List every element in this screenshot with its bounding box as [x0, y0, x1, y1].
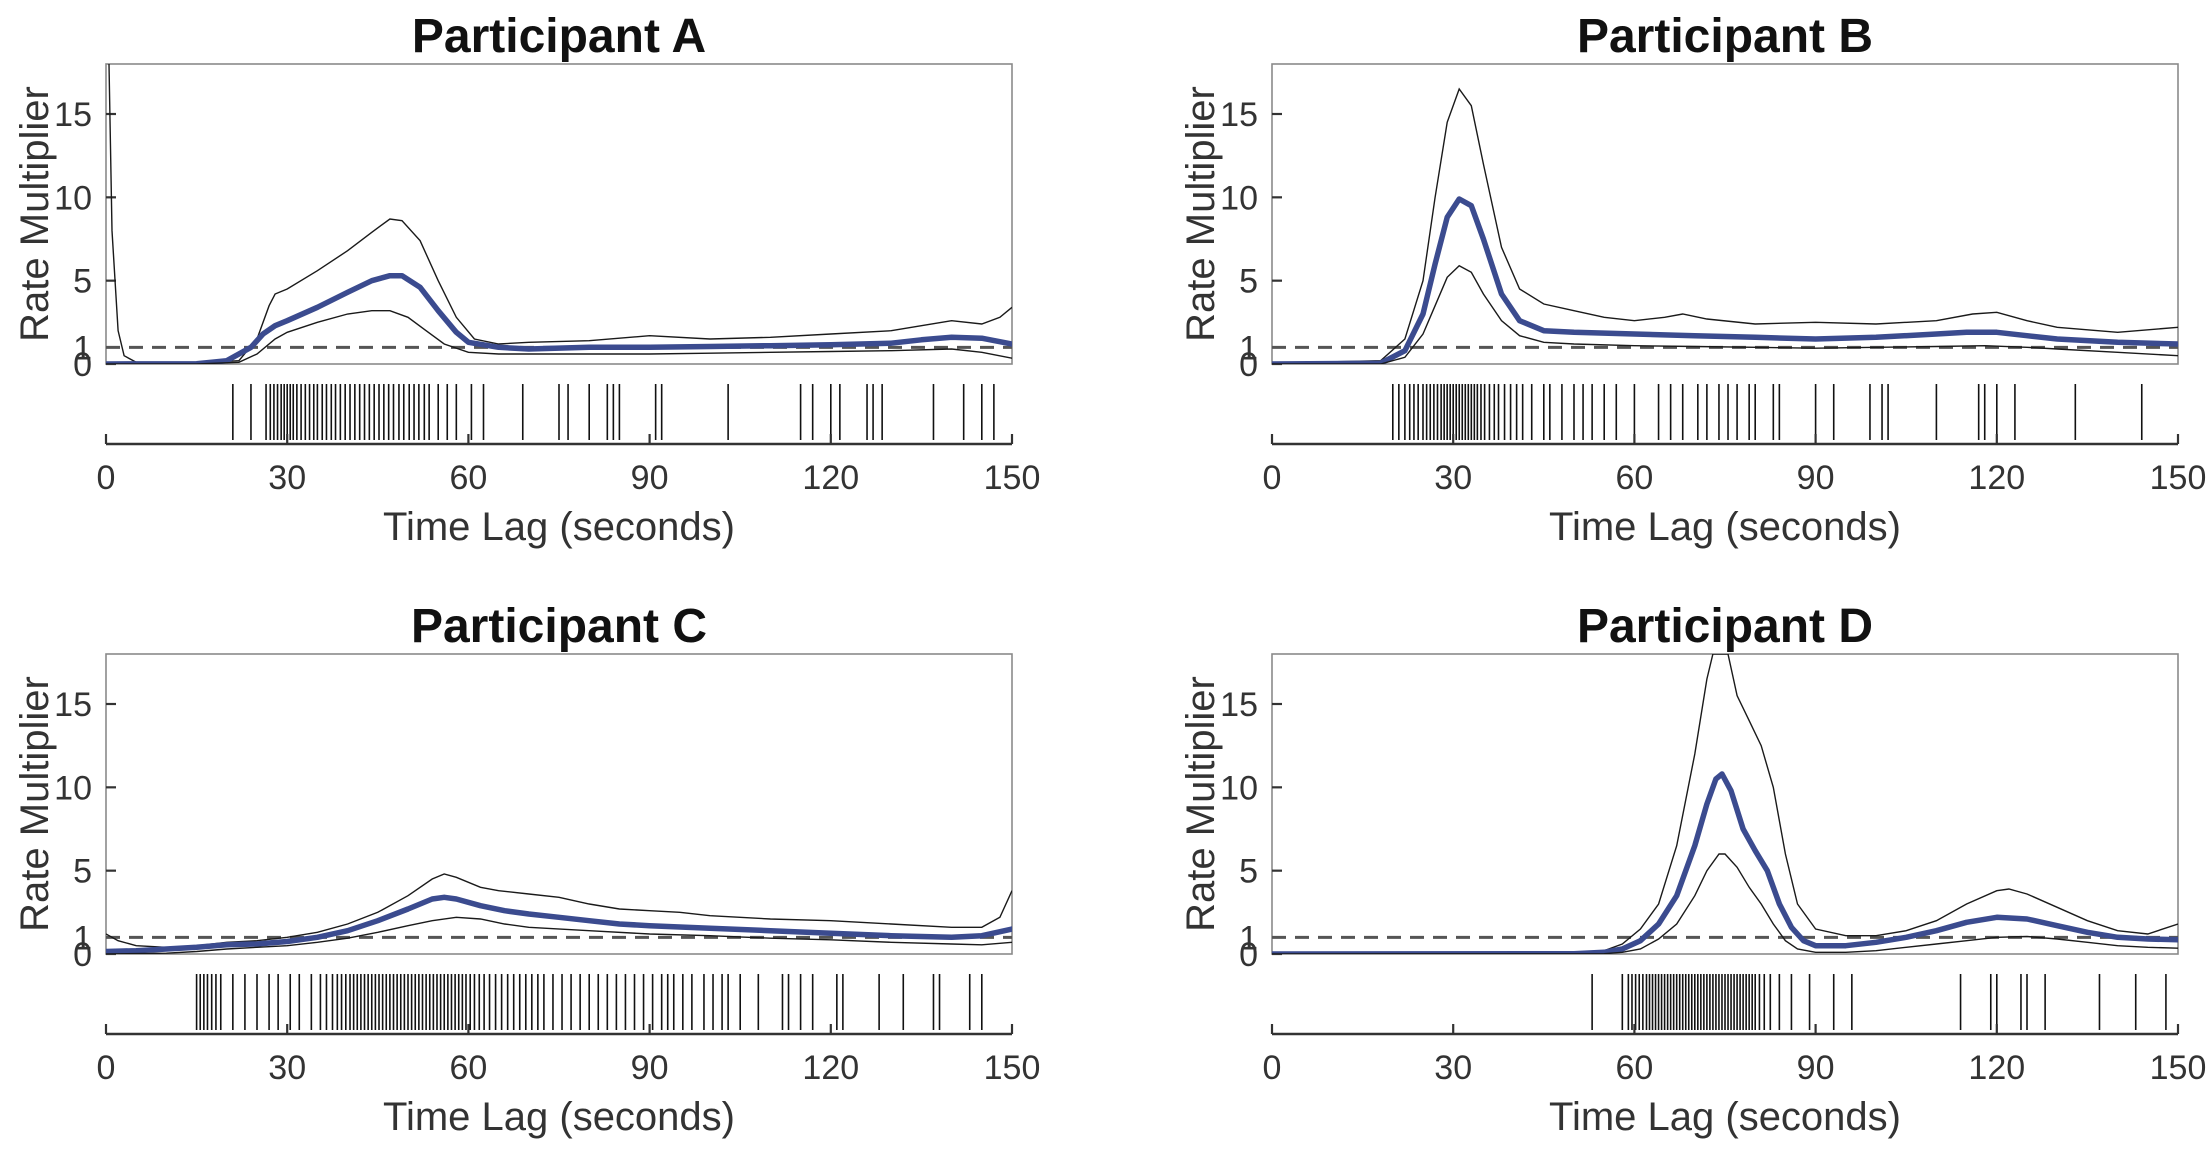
x-tick-label: 30: [268, 1049, 306, 1087]
y-tick-label: 5: [1239, 853, 1258, 891]
plot-frame: [105, 63, 1013, 365]
chart-title: Participant D: [1577, 600, 1873, 653]
plot-frame: [105, 653, 1013, 955]
plot-frame: [1271, 653, 2179, 955]
x-tick-label: 60: [449, 459, 487, 497]
y-tick-label: 5: [73, 853, 92, 891]
y-tick-label: 1: [1239, 919, 1258, 957]
mean-curve: [1272, 771, 2178, 954]
y-tick-label: 0: [73, 346, 92, 384]
upper-ci-curve: [1272, 87, 2178, 364]
x-tick-label: 90: [1797, 1049, 1835, 1087]
x-tick-label: 0: [1263, 1049, 1282, 1087]
x-tick-label: 90: [631, 459, 669, 497]
mean-curve: [1272, 196, 2178, 364]
upper-ci-curve: [1272, 654, 2178, 954]
x-tick-label: 150: [2150, 1049, 2207, 1087]
chart-title: Participant C: [411, 600, 707, 653]
x-tick-label: 120: [802, 459, 859, 497]
x-tick-label: 120: [802, 1049, 859, 1087]
x-tick-label: 150: [2150, 459, 2207, 497]
x-tick-label: 90: [1797, 459, 1835, 497]
y-tick-label: 10: [54, 179, 92, 217]
chart-title: Participant B: [1577, 10, 1873, 63]
y-tick-label: 1: [73, 329, 92, 367]
x-axis-label: Time Lag (seconds): [383, 1095, 735, 1139]
lower-ci-curve: [1272, 853, 2178, 954]
x-tick-label: 30: [1434, 1049, 1472, 1087]
upper-ci-curve: [108, 64, 1012, 364]
x-tick-label: 60: [449, 1049, 487, 1087]
x-axis-label: Time Lag (seconds): [1549, 505, 1901, 549]
x-tick-label: 30: [268, 459, 306, 497]
chart-title: Participant A: [412, 10, 706, 63]
x-tick-label: 0: [97, 459, 116, 497]
lower-ci-curve: [106, 310, 1012, 364]
y-tick-label: 15: [54, 686, 92, 724]
y-tick-label: 10: [1220, 769, 1258, 807]
x-tick-label: 90: [631, 1049, 669, 1087]
mean-curve: [106, 272, 1012, 364]
lower-ci-curve: [106, 916, 1012, 954]
x-tick-label: 30: [1434, 459, 1472, 497]
x-tick-label: 120: [1968, 459, 2025, 497]
y-tick-label: 0: [73, 936, 92, 974]
y-tick-label: 15: [1220, 96, 1258, 134]
y-tick-label: 5: [73, 263, 92, 301]
y-tick-label: 1: [1239, 329, 1258, 367]
x-tick-label: 60: [1615, 459, 1653, 497]
plot-frame: [1271, 63, 2179, 365]
x-axis-label: Time Lag (seconds): [383, 505, 735, 549]
y-tick-label: 15: [54, 96, 92, 134]
x-tick-label: 0: [97, 1049, 116, 1087]
y-tick-label: 0: [1239, 346, 1258, 384]
x-axis-label: Time Lag (seconds): [1549, 1095, 1901, 1139]
x-tick-label: 150: [984, 1049, 1041, 1087]
lower-ci-curve: [1272, 264, 2178, 364]
y-tick-label: 15: [1220, 686, 1258, 724]
y-tick-label: 10: [1220, 179, 1258, 217]
mean-curve: [106, 894, 1012, 954]
y-tick-label: 5: [1239, 263, 1258, 301]
y-axis-label: Rate Multiplier: [1179, 676, 1223, 932]
y-tick-label: 0: [1239, 936, 1258, 974]
y-axis-label: Rate Multiplier: [13, 86, 57, 342]
x-tick-label: 120: [1968, 1049, 2025, 1087]
x-tick-label: 0: [1263, 459, 1282, 497]
x-tick-label: 150: [984, 459, 1041, 497]
y-tick-label: 1: [73, 919, 92, 957]
y-axis-label: Rate Multiplier: [1179, 86, 1223, 342]
y-tick-label: 10: [54, 769, 92, 807]
x-tick-label: 60: [1615, 1049, 1653, 1087]
y-axis-label: Rate Multiplier: [13, 676, 57, 932]
